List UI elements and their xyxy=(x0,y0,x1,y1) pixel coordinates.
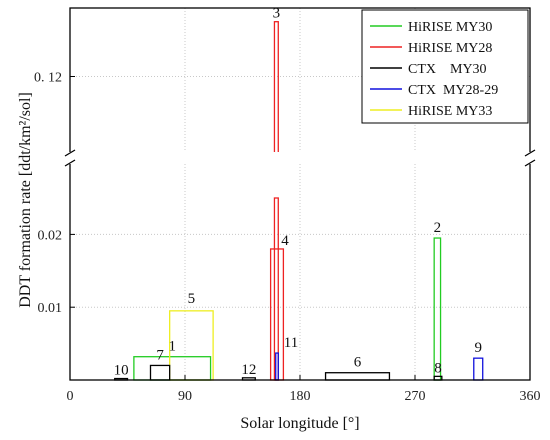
bar-mark xyxy=(169,310,214,381)
grid xyxy=(70,8,530,380)
bar-label: 5 xyxy=(188,291,196,307)
bar-label: 12 xyxy=(241,362,256,378)
legend-label: HiRISE MY30 xyxy=(408,20,492,35)
bar-mark xyxy=(269,248,285,381)
legend-label: CTX MY28-29 xyxy=(408,83,498,98)
bar-mark xyxy=(473,357,484,381)
bar-mark xyxy=(324,372,391,381)
legend-label: HiRISE MY33 xyxy=(408,104,492,119)
y-tick-label: 0. 12 xyxy=(34,71,62,86)
bar-mark xyxy=(273,21,279,156)
bar-label: 11 xyxy=(284,335,298,351)
bar-label: 7 xyxy=(156,347,164,363)
y-tick-label: 0.01 xyxy=(38,301,63,316)
legend-label: CTX MY30 xyxy=(408,62,487,77)
bar-label: 9 xyxy=(475,340,483,356)
x-axis-title: Solar longitude [°] xyxy=(240,415,359,432)
bar-mark xyxy=(433,237,442,381)
bar-mark xyxy=(149,364,171,381)
axis-break-gap xyxy=(64,152,536,164)
axis-break-mark xyxy=(64,149,76,157)
axis-break-mark xyxy=(524,159,536,167)
legend-box xyxy=(361,9,529,124)
legend-label: HiRISE MY28 xyxy=(408,41,492,56)
y-tick-label: 0.02 xyxy=(38,228,63,243)
x-tick-label: 180 xyxy=(290,389,311,404)
bar-label: 4 xyxy=(281,233,289,249)
bar-label: 1 xyxy=(168,339,176,355)
bar-label: 10 xyxy=(114,363,129,379)
bar-label: 6 xyxy=(354,355,362,371)
bar-mark xyxy=(275,352,279,381)
bar-label: 2 xyxy=(434,220,442,236)
bar-label: 3 xyxy=(273,6,281,22)
axes: 0 90 180 270 360 0.01 0.02 0. 12 xyxy=(34,71,541,405)
axis-break-mark xyxy=(64,159,76,167)
x-tick-label: 90 xyxy=(178,389,192,404)
x-tick-label: 0 xyxy=(67,389,74,404)
bar-label: 8 xyxy=(434,360,442,376)
x-tick-label: 360 xyxy=(520,389,541,404)
y-axis-title: DDT formation rate [ddt/km²/sol] xyxy=(17,92,34,308)
bar-mark xyxy=(133,356,212,381)
legend: HiRISE MY30 HiRISE MY28 CTX MY30 CTX MY28-2… xyxy=(361,9,529,124)
axis-break-mark xyxy=(524,149,536,157)
x-tick-label: 270 xyxy=(405,389,426,404)
